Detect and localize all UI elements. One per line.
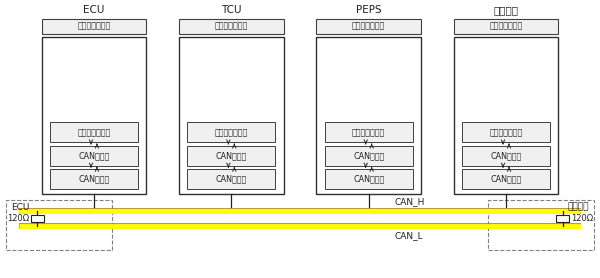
Bar bbox=[325, 169, 413, 189]
Text: CAN收发器: CAN收发器 bbox=[353, 174, 384, 183]
Text: 120Ω: 120Ω bbox=[7, 214, 29, 223]
Text: PEPS: PEPS bbox=[356, 5, 382, 15]
Bar bbox=[316, 19, 421, 34]
Text: 控制单元处理器: 控制单元处理器 bbox=[490, 128, 523, 137]
Text: 组合仪表: 组合仪表 bbox=[568, 203, 589, 212]
Text: TCU: TCU bbox=[221, 5, 242, 15]
Bar bbox=[462, 146, 550, 166]
Bar bbox=[6, 200, 112, 250]
Bar bbox=[50, 122, 138, 142]
Bar bbox=[50, 169, 138, 189]
Text: CAN收发器: CAN收发器 bbox=[490, 174, 521, 183]
Text: CAN_H: CAN_H bbox=[394, 197, 425, 206]
Bar bbox=[50, 146, 138, 166]
Text: ECU: ECU bbox=[11, 203, 29, 212]
Text: 传感器、执行器: 传感器、执行器 bbox=[77, 22, 110, 31]
Bar bbox=[179, 19, 284, 34]
Text: 控制单元处理器: 控制单元处理器 bbox=[77, 128, 110, 137]
Bar bbox=[462, 169, 550, 189]
Text: 控制单元处理器: 控制单元处理器 bbox=[215, 128, 248, 137]
Bar bbox=[179, 37, 284, 194]
Text: CAN收发器: CAN收发器 bbox=[79, 174, 110, 183]
Text: 组合仪表: 组合仪表 bbox=[494, 5, 518, 15]
Bar bbox=[454, 19, 558, 34]
Bar bbox=[316, 37, 421, 194]
Bar bbox=[187, 122, 275, 142]
Text: CAN_L: CAN_L bbox=[394, 231, 423, 240]
Bar bbox=[42, 37, 146, 194]
Bar bbox=[31, 215, 44, 222]
Bar bbox=[462, 122, 550, 142]
Bar bbox=[325, 146, 413, 166]
Text: 传感器、执行器: 传感器、执行器 bbox=[352, 22, 385, 31]
Bar bbox=[325, 122, 413, 142]
Bar bbox=[187, 146, 275, 166]
Text: 传感器、执行器: 传感器、执行器 bbox=[215, 22, 248, 31]
Text: CAN控制器: CAN控制器 bbox=[79, 151, 110, 160]
Bar bbox=[488, 200, 594, 250]
Text: CAN控制器: CAN控制器 bbox=[490, 151, 521, 160]
Text: 120Ω: 120Ω bbox=[571, 214, 593, 223]
Bar bbox=[187, 169, 275, 189]
Text: CAN控制器: CAN控制器 bbox=[353, 151, 384, 160]
Bar bbox=[454, 37, 558, 194]
Text: ECU: ECU bbox=[83, 5, 104, 15]
Text: CAN控制器: CAN控制器 bbox=[216, 151, 247, 160]
Bar bbox=[556, 215, 569, 222]
Text: 传感器、执行器: 传感器、执行器 bbox=[490, 22, 523, 31]
Bar bbox=[42, 19, 146, 34]
Text: 控制单元处理器: 控制单元处理器 bbox=[352, 128, 385, 137]
Text: CAN收发器: CAN收发器 bbox=[216, 174, 247, 183]
